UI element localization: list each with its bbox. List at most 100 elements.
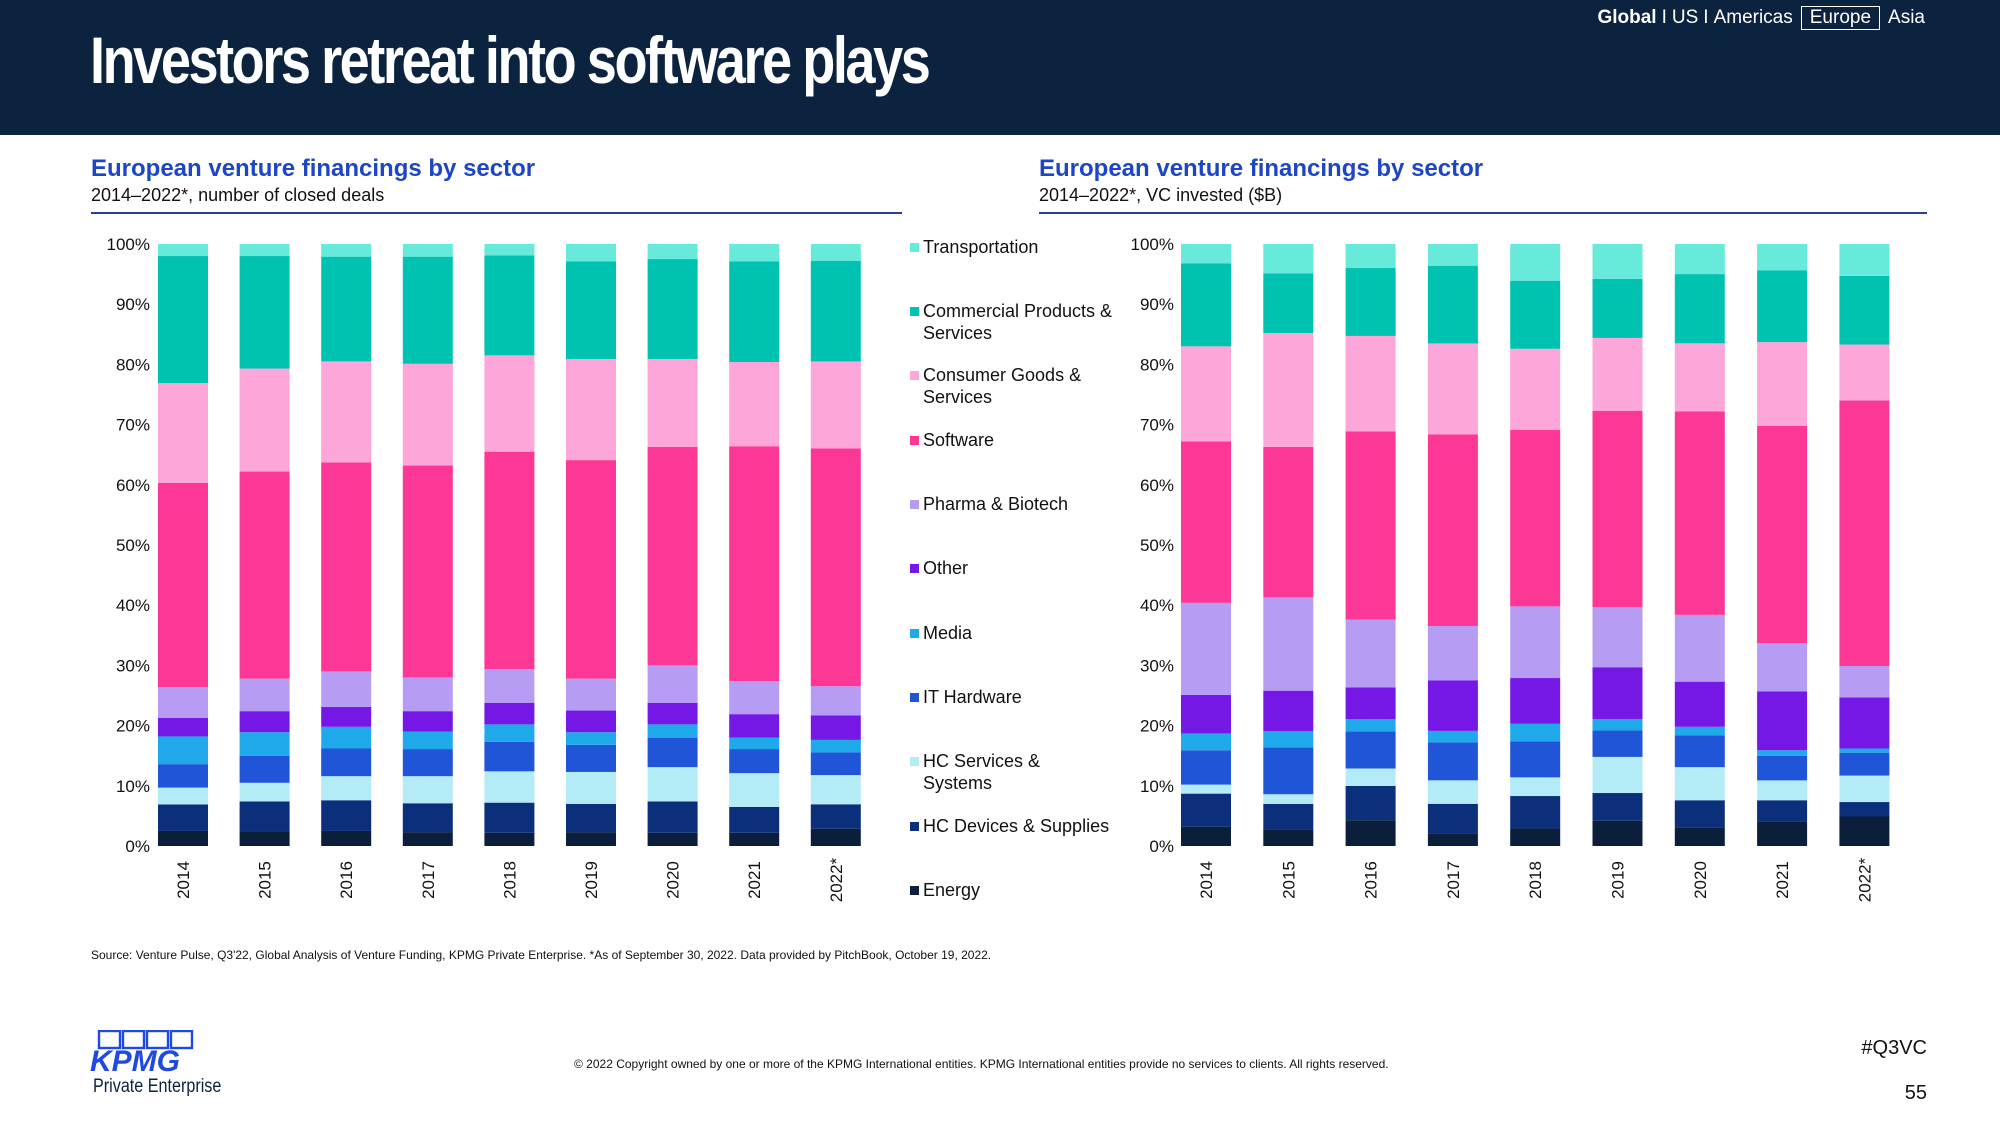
legend-swatch xyxy=(910,629,919,638)
left-bar-segment xyxy=(729,714,780,738)
left-bar-segment xyxy=(484,255,535,356)
left-bar-segment xyxy=(321,462,372,672)
left-bar-segment xyxy=(158,764,208,788)
right-bar-segment xyxy=(1510,430,1561,607)
left-y-tick-label: 90% xyxy=(116,295,150,314)
legend-label-line: Pharma & Biotech xyxy=(923,494,1069,514)
right-bar-segment xyxy=(1674,411,1725,615)
legend-label: Other xyxy=(923,557,968,579)
right-bar-segment xyxy=(1263,747,1314,795)
left-bar-segment xyxy=(729,737,780,750)
right-chart-subtitle: 2014–2022*, VC invested ($B) xyxy=(1039,185,1283,205)
nav-asia-link[interactable]: Asia xyxy=(1888,7,1925,28)
legend-swatch xyxy=(910,243,919,252)
left-chart-subtitle: 2014–2022*, number of closed deals xyxy=(91,185,385,205)
left-bar-segment xyxy=(484,832,535,846)
legend-label-line: Services xyxy=(923,387,993,407)
legend-label-line: Transportation xyxy=(923,237,1039,257)
left-bar-segment xyxy=(158,717,208,737)
left-bar-segment xyxy=(729,806,780,833)
right-bar-segment xyxy=(1181,244,1231,264)
left-bar-segment xyxy=(158,804,208,831)
left-y-tick-label: 100% xyxy=(107,235,150,254)
left-bar-segment xyxy=(729,749,780,774)
right-bar-segment xyxy=(1181,263,1231,347)
right-bar-segment xyxy=(1510,244,1561,281)
nav-us-link[interactable]: US xyxy=(1671,7,1699,28)
legend-label-line: Commercial Products & xyxy=(923,301,1113,321)
copyright-note: © 2022 Copyright owned by one or more of… xyxy=(574,1057,1389,1071)
legend-swatch xyxy=(910,436,919,445)
legend-label: Consumer Goods & Services xyxy=(923,364,1081,408)
legend-label: IT Hardware xyxy=(923,686,1022,708)
left-bar-segment xyxy=(239,782,290,802)
right-bar-segment xyxy=(1510,796,1561,829)
nav-americas-link[interactable]: Americas xyxy=(1713,7,1793,28)
legend-swatch xyxy=(910,886,919,895)
right-bar-segment xyxy=(1674,800,1725,828)
right-y-tick-label: 50% xyxy=(1140,536,1174,555)
left-bar-segment xyxy=(158,830,208,846)
right-bar-segment xyxy=(1674,726,1725,736)
right-bar-segment xyxy=(1674,767,1725,801)
right-bar-segment xyxy=(1510,723,1561,742)
right-bar-segment xyxy=(1263,273,1314,334)
left-bar-segment xyxy=(239,678,290,712)
right-bar-segment xyxy=(1592,667,1643,719)
left-bar-segment xyxy=(402,677,453,712)
right-bar-segment xyxy=(1510,828,1561,846)
legend-item: Transportation xyxy=(910,236,1038,258)
nav-global-link[interactable]: Global xyxy=(1597,7,1657,28)
left-y-tick-label: 0% xyxy=(125,837,150,856)
right-bar-segment xyxy=(1757,425,1808,644)
right-y-tick-label: 80% xyxy=(1140,355,1174,374)
left-bar-segment xyxy=(484,741,535,772)
legend-label: Pharma & Biotech xyxy=(923,493,1068,515)
legend-item: Software xyxy=(910,429,994,451)
right-bar-segment xyxy=(1427,265,1478,344)
left-y-tick-label: 70% xyxy=(116,416,150,435)
legend-label-line: HC Services & xyxy=(923,751,1041,771)
left-bar-segment xyxy=(158,687,208,718)
logo-subtitle: Private Enterprise xyxy=(93,1076,222,1097)
right-bar-segment xyxy=(1427,626,1478,681)
right-bar-segment xyxy=(1592,607,1643,668)
right-category-label: 2015 xyxy=(1279,861,1298,899)
left-bar-segment xyxy=(158,244,208,257)
right-bar-segment xyxy=(1757,800,1808,822)
left-bar-segment xyxy=(402,244,453,257)
right-bar-segment xyxy=(1839,244,1890,276)
right-bar-segment xyxy=(1757,821,1808,846)
legend-item: HC Services & Systems xyxy=(910,750,1040,794)
right-y-tick-label: 100% xyxy=(1131,235,1174,254)
right-bar-segment xyxy=(1757,755,1808,781)
legend-label-line: IT Hardware xyxy=(923,687,1022,707)
left-bar-segment xyxy=(321,671,372,707)
left-y-tick-label: 40% xyxy=(116,596,150,615)
region-nav: Global I US I Americas Europe Asia xyxy=(1595,6,1927,30)
left-bar-segment xyxy=(321,726,372,749)
nav-europe-link[interactable]: Europe xyxy=(1800,6,1881,30)
legend-label: Commercial Products & Services xyxy=(923,300,1112,344)
right-bar-segment xyxy=(1674,343,1725,412)
left-bar-segment xyxy=(566,460,616,679)
right-bar-segment xyxy=(1345,719,1396,732)
right-bar-segment xyxy=(1427,434,1478,627)
left-bar-segment xyxy=(729,261,780,362)
right-bar-segment xyxy=(1510,348,1561,431)
right-bar-segment xyxy=(1510,280,1561,349)
left-bar-segment xyxy=(810,752,861,776)
right-bar-segment xyxy=(1674,827,1725,846)
right-bar-segment xyxy=(1839,802,1890,817)
right-bar-segment xyxy=(1839,344,1890,401)
right-chart-title: European venture financings by sector xyxy=(1039,155,1484,182)
right-bar-segment xyxy=(1181,826,1231,846)
right-bar-segment xyxy=(1592,730,1643,757)
left-bar-segment xyxy=(810,244,861,261)
right-bar-segment xyxy=(1345,820,1396,846)
left-bar-segment xyxy=(158,482,208,688)
right-bar-segment xyxy=(1427,803,1478,834)
left-bar-segment xyxy=(239,755,290,783)
left-bar-segment xyxy=(647,259,698,359)
left-bar-segment xyxy=(239,801,290,832)
